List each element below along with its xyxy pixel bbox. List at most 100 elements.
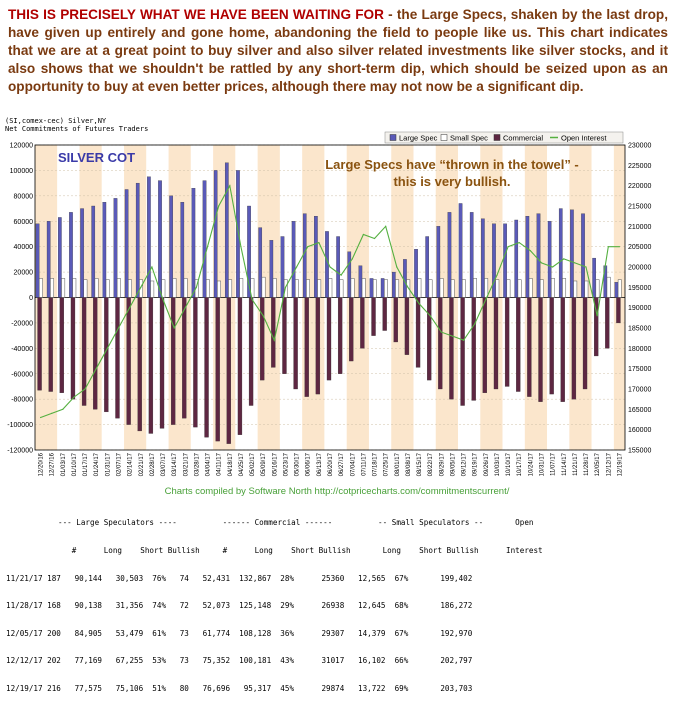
small-spec-bar <box>228 279 233 298</box>
x-axis-date-label: 12/12/17 <box>606 452 612 476</box>
large-spec-bar <box>325 231 329 298</box>
commercial-bar <box>594 297 599 357</box>
right-axis-tick-label: 185000 <box>628 326 651 333</box>
x-axis-date-label: 06/06/17 <box>306 452 312 476</box>
left-axis-tick-label: 60000 <box>14 219 34 226</box>
right-axis-tick-label: 225000 <box>628 163 651 170</box>
small-spec-bar <box>484 278 489 298</box>
large-spec-bar <box>369 278 374 298</box>
large-spec-bar <box>80 208 84 298</box>
commercial-bar <box>460 297 465 406</box>
commercial-bar <box>215 297 220 442</box>
commercial-bar <box>360 297 365 349</box>
open-interest-point <box>440 331 442 333</box>
open-interest-point <box>618 246 621 248</box>
open-interest-point <box>307 246 309 248</box>
open-interest-point <box>151 266 153 268</box>
commercial-bar <box>304 297 309 397</box>
commercial-bar <box>104 297 109 413</box>
open-interest-point <box>507 246 509 248</box>
small-spec-bar <box>161 279 166 298</box>
left-axis-tick-label: 120000 <box>10 143 33 150</box>
open-interest-point <box>351 258 353 260</box>
x-axis-date-label: 05/02/17 <box>250 452 256 476</box>
small-spec-bar <box>128 279 132 298</box>
commercial-bar <box>582 297 588 390</box>
large-spec-bar <box>514 219 519 298</box>
open-interest-point <box>340 274 342 276</box>
small-spec-bar <box>417 278 422 298</box>
commercial-bar <box>126 297 131 425</box>
open-interest-point <box>563 258 565 260</box>
large-spec-bar <box>481 218 485 298</box>
table-row-4: 12/19/17 216 77,575 75,106 51% 80 76,696… <box>6 684 473 694</box>
commercial-bar <box>137 297 142 432</box>
open-interest-point <box>596 315 598 317</box>
commercial-bar <box>527 297 532 397</box>
x-axis-date-label: 05/23/17 <box>283 452 289 476</box>
large-spec-bar <box>135 182 140 298</box>
commercial-bar <box>93 297 98 410</box>
cot-chart: 120000100000800006000040000200000-20000-… <box>7 131 651 497</box>
open-interest-point <box>373 237 376 240</box>
small-spec-bar <box>372 279 377 298</box>
commercial-bar <box>449 297 454 400</box>
commercial-bar <box>326 297 332 381</box>
open-interest-point <box>73 396 75 398</box>
open-interest-point <box>229 185 231 187</box>
large-spec-bar <box>380 278 385 298</box>
large-spec-bar <box>191 188 196 298</box>
commercial-bar <box>226 297 231 444</box>
left-axis-tick-label: -60000 <box>11 371 33 378</box>
legend-box <box>384 131 624 144</box>
left-axis-tick-label: 100000 <box>10 168 33 175</box>
open-interest-point <box>385 225 387 227</box>
left-axis-tick-label: -20000 <box>11 320 33 327</box>
large-spec-bar <box>58 217 62 298</box>
small-spec-bar <box>295 279 299 298</box>
large-spec-bar <box>592 257 596 298</box>
right-axis-tick-label: 205000 <box>628 244 651 251</box>
table-header-columns: # Long Short Bullish # Long Short Bullis… <box>58 546 543 556</box>
large-spec-bar <box>347 251 352 298</box>
commercial-bar <box>148 297 154 434</box>
open-interest-point <box>485 298 487 301</box>
x-axis-date-label: 05/09/17 <box>261 452 267 476</box>
open-interest-point <box>462 339 465 341</box>
chart-title: SILVER COT <box>58 150 135 165</box>
small-spec-bar <box>539 279 544 298</box>
x-axis-date-label: 10/03/17 <box>495 452 501 476</box>
legend-swatch <box>493 134 501 141</box>
right-axis-tick-label: 175000 <box>628 366 651 373</box>
x-axis-date-label: 10/31/17 <box>540 452 546 476</box>
commercial-bar <box>159 297 165 429</box>
x-axis-date-label: 03/07/17 <box>161 452 167 476</box>
small-spec-bar <box>384 279 388 298</box>
table-row-2: 12/05/17 200 84,905 53,479 61% 73 61,774… <box>6 628 473 638</box>
large-spec-bar <box>391 271 396 298</box>
commercial-bar <box>337 297 343 374</box>
commercial-bar <box>237 297 243 435</box>
open-interest-point <box>284 286 287 288</box>
open-interest-point <box>251 298 253 301</box>
small-spec-bar <box>72 278 77 298</box>
small-spec-bar <box>172 278 177 298</box>
small-spec-bar <box>328 278 333 298</box>
x-axis-date-label: 10/17/17 <box>517 452 523 476</box>
small-spec-bar <box>495 279 500 298</box>
x-axis-date-label: 03/14/17 <box>172 452 178 476</box>
x-axis-date-label: 04/11/17 <box>217 452 223 476</box>
commercial-bar <box>48 297 53 392</box>
small-spec-bar <box>551 278 555 298</box>
headline-commentary: THIS IS PRECISELY WHAT WE HAVE BEEN WAIT… <box>8 6 668 96</box>
large-spec-bar <box>547 221 552 298</box>
x-axis-date-label: 08/15/17 <box>417 452 423 476</box>
x-axis-date-label: 08/08/17 <box>406 452 412 476</box>
x-axis-date-label: 09/26/17 <box>484 452 490 476</box>
x-axis-date-label: 03/28/17 <box>194 452 200 476</box>
commercial-bar <box>248 297 254 406</box>
small-spec-bar <box>50 278 54 298</box>
open-interest-point <box>173 327 175 329</box>
commercial-bar <box>571 297 577 400</box>
small-spec-bar <box>617 279 622 298</box>
